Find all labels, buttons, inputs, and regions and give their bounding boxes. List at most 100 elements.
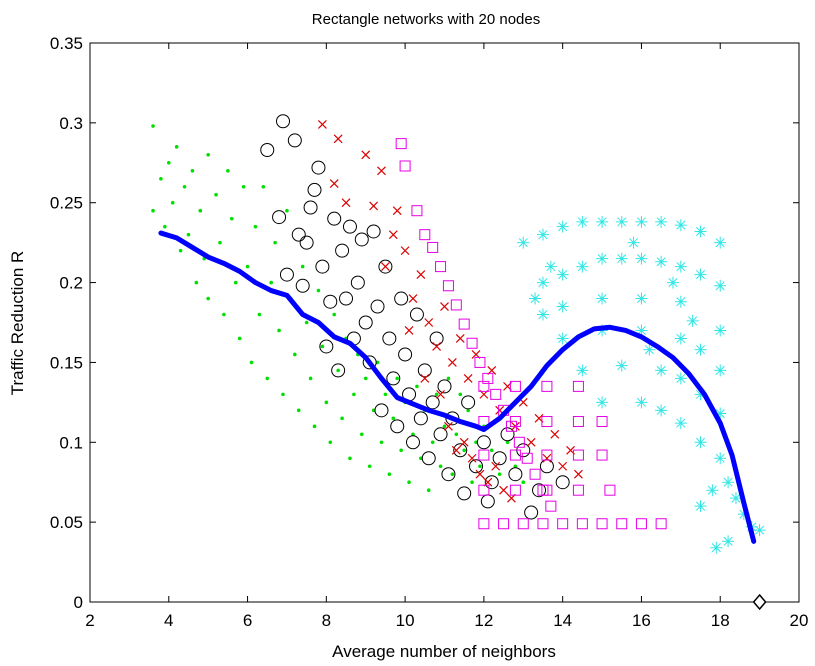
circle-point: [555, 475, 570, 490]
asterisk-point: [517, 236, 530, 249]
series-line: [158, 230, 757, 544]
square-point: [442, 280, 454, 292]
dot-point: [320, 344, 325, 349]
x-point: [451, 445, 461, 455]
circle-point: [342, 219, 357, 234]
asterisk-point: [615, 359, 628, 372]
circle-point: [484, 475, 499, 490]
asterisk-point: [529, 292, 542, 305]
asterisk-point: [635, 324, 648, 337]
square-point: [411, 205, 423, 217]
dot-point: [387, 472, 392, 477]
asterisk-point: [615, 252, 628, 265]
square-point: [529, 468, 541, 480]
circle-point: [425, 395, 440, 410]
dot-point: [430, 440, 435, 445]
x-point: [424, 318, 434, 327]
asterisk-point: [729, 492, 742, 505]
dot-point: [249, 360, 254, 365]
asterisk-point: [714, 452, 727, 465]
x-point: [436, 389, 445, 399]
dot-point: [312, 424, 317, 429]
x-tick-label: 14: [553, 611, 572, 630]
x-axis-label: Average number of neighbors: [332, 642, 556, 661]
square-point: [541, 380, 553, 392]
dot-point: [379, 440, 384, 445]
square-point: [572, 484, 584, 496]
square-point: [474, 356, 486, 368]
circle-point: [291, 227, 306, 242]
asterisk-point: [556, 268, 569, 281]
circle-point: [405, 435, 420, 450]
circle-point: [469, 459, 484, 474]
asterisk-point: [674, 260, 687, 273]
square-point: [537, 518, 549, 530]
x-point: [455, 334, 465, 343]
asterisk-point: [544, 260, 557, 273]
asterisk-point: [674, 417, 687, 430]
asterisk-point: [635, 396, 648, 409]
x-tick-label: 16: [632, 611, 651, 630]
asterisk-point: [674, 219, 687, 232]
dot-point: [296, 408, 301, 413]
dot-point: [257, 312, 262, 317]
x-point: [369, 201, 379, 211]
asterisk-point: [655, 364, 668, 377]
asterisk-point: [694, 343, 707, 356]
x-point: [432, 342, 442, 351]
asterisk-point: [655, 215, 668, 228]
asterisk-point: [576, 215, 589, 228]
dot-point: [186, 232, 191, 237]
dot-point: [261, 184, 266, 189]
circle-point: [421, 451, 436, 466]
dot-point: [316, 288, 321, 293]
square-point: [478, 484, 490, 496]
dot-point: [434, 392, 439, 397]
x-point: [526, 437, 536, 447]
y-tick-label: 0.2: [59, 274, 83, 293]
dot-point: [513, 464, 518, 469]
x-point: [550, 429, 560, 439]
dot-point: [328, 440, 333, 445]
y-tick-label: 0.05: [50, 513, 83, 532]
square-point: [466, 337, 478, 349]
asterisk-point: [596, 252, 609, 265]
x-point: [392, 206, 402, 216]
dot-point: [218, 240, 222, 245]
x-point: [558, 461, 568, 471]
circle-point: [335, 243, 350, 258]
circle-point: [437, 379, 452, 394]
asterisk-point: [655, 404, 668, 417]
circle-point: [476, 435, 491, 450]
dot-point: [407, 480, 411, 485]
y-tick-label: 0.15: [50, 353, 83, 372]
dot-point: [178, 248, 183, 253]
dot-point: [336, 368, 340, 373]
square-point: [635, 518, 647, 530]
dot-point: [442, 424, 447, 429]
dot-point: [391, 416, 396, 421]
x-point: [420, 373, 430, 383]
circle-point: [260, 143, 275, 158]
circle-point: [366, 224, 381, 239]
asterisk-point: [753, 524, 766, 537]
square-point: [395, 138, 407, 150]
asterisk-point: [536, 308, 549, 321]
circle-point: [378, 259, 393, 274]
square-point: [482, 372, 494, 384]
dot-point: [182, 184, 187, 189]
square-point: [596, 416, 608, 428]
square-point: [545, 500, 557, 512]
square-point: [541, 416, 553, 428]
circle-point: [272, 210, 287, 225]
x-tick-label: 2: [85, 611, 94, 630]
square-point: [509, 416, 521, 428]
circle-point: [358, 315, 373, 330]
circle-point: [362, 355, 377, 370]
dot-point: [458, 392, 463, 397]
x-point: [542, 453, 552, 463]
dot-point: [293, 352, 297, 357]
dot-point: [367, 464, 372, 469]
dot-point: [426, 488, 431, 493]
asterisk-point: [635, 215, 648, 228]
